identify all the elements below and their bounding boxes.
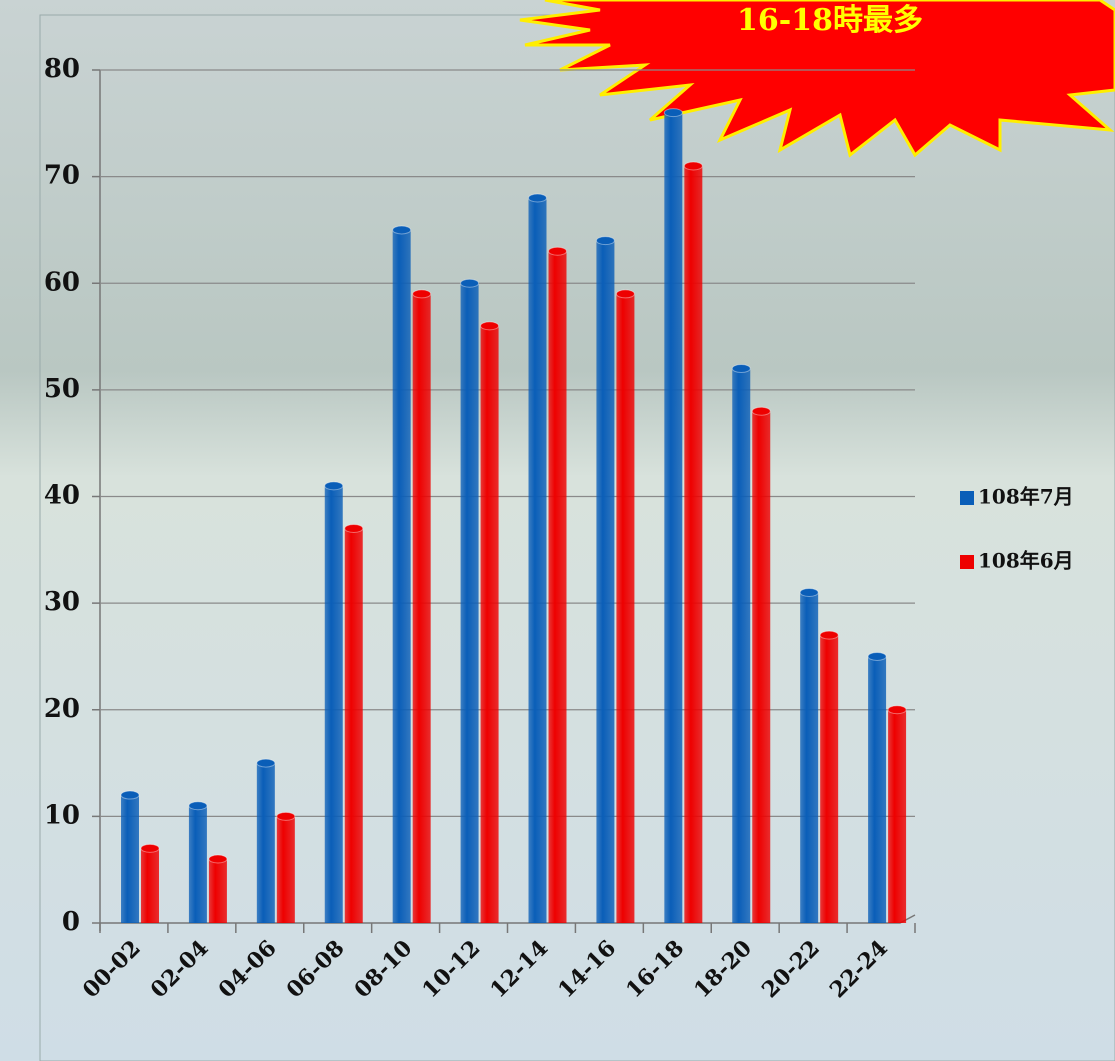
bar-cap [868, 652, 886, 660]
bar-cap [664, 109, 682, 117]
bar [325, 486, 343, 923]
bar [121, 795, 139, 923]
y-tick-label: 10 [44, 800, 80, 830]
bar-cap [277, 812, 295, 820]
bar-cap [325, 482, 343, 490]
y-tick-label: 60 [44, 267, 80, 297]
page: {"chart_data": {"type": "bar", "annotati… [0, 0, 1115, 1061]
y-tick-label: 0 [62, 907, 80, 937]
bar [800, 592, 818, 923]
legend-label: 108年7月 [978, 485, 1074, 509]
y-tick-label: 80 [44, 54, 80, 84]
bar [732, 369, 750, 923]
bar [596, 241, 614, 923]
bar [481, 326, 499, 923]
bar [393, 230, 411, 923]
y-tick-label: 70 [44, 161, 80, 191]
bar-cap [121, 791, 139, 799]
bar [141, 848, 159, 923]
bar [529, 198, 547, 923]
bar [257, 763, 275, 923]
bar [189, 806, 207, 923]
y-tick-label: 40 [44, 481, 80, 511]
bar-cap [413, 290, 431, 298]
bar-cap [529, 194, 547, 202]
bar [868, 656, 886, 923]
bar-cap [800, 588, 818, 596]
bar [820, 635, 838, 923]
bar [664, 113, 682, 923]
bar [277, 816, 295, 923]
y-tick-label: 50 [44, 374, 80, 404]
bar [752, 411, 770, 923]
chart: 16-18時最多 0102030405060708000-0202-0404-0… [0, 0, 1115, 1061]
bar-cap [549, 247, 567, 255]
bar-cap [732, 365, 750, 373]
bar-cap [345, 524, 363, 532]
legend-swatch [960, 491, 974, 505]
bar-cap [616, 290, 634, 298]
legend-swatch [960, 555, 974, 569]
bar-cap [209, 855, 227, 863]
bar [888, 710, 906, 923]
bar-cap [189, 802, 207, 810]
bar-cap [461, 279, 479, 287]
bar-cap [257, 759, 275, 767]
bar-cap [684, 162, 702, 170]
bar [345, 528, 363, 923]
bar-cap [888, 706, 906, 714]
bar-cap [752, 407, 770, 415]
legend-label: 108年6月 [978, 549, 1074, 573]
bar [616, 294, 634, 923]
y-tick-label: 30 [44, 587, 80, 617]
bar-cap [393, 226, 411, 234]
bar [549, 251, 567, 923]
bar [413, 294, 431, 923]
bar-cap [141, 844, 159, 852]
bar [461, 283, 479, 923]
y-tick-label: 20 [44, 694, 80, 724]
bar-cap [820, 631, 838, 639]
bar-cap [481, 322, 499, 330]
bar-cap [596, 237, 614, 245]
annotation: 16-18時最多 [737, 3, 923, 38]
bar [684, 166, 702, 923]
bar [209, 859, 227, 923]
